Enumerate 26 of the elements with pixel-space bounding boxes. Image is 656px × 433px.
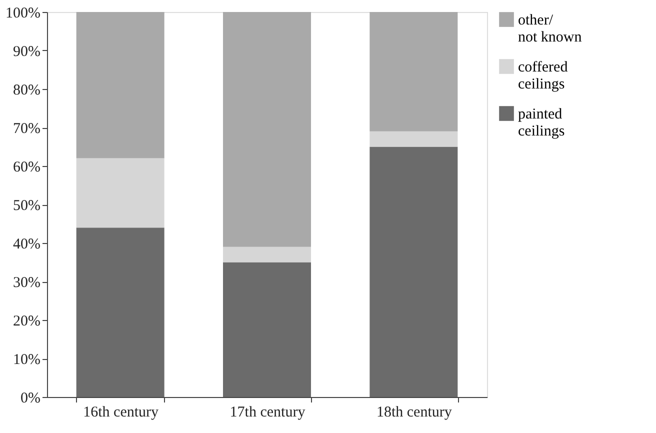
y-tick-label: 90% [13, 44, 40, 60]
y-tick-label: 80% [13, 82, 40, 98]
y-tick-label: 10% [13, 352, 40, 368]
bar [76, 228, 164, 397]
y-tick-label: 20% [13, 314, 40, 330]
legend-label: other/ not known [518, 12, 582, 46]
x-tick-label: 16th century [83, 404, 160, 420]
y-tick-label: 100% [6, 6, 40, 22]
y-tick-label: 50% [13, 198, 40, 214]
y-tick-label: 30% [13, 275, 40, 291]
bar [223, 246, 311, 262]
bar [370, 146, 458, 397]
y-tick-label: 60% [13, 160, 40, 176]
y-tick-label: 40% [13, 236, 40, 252]
bar [76, 12, 164, 158]
y-tick-label: 70% [13, 121, 40, 137]
bar [223, 12, 311, 247]
x-tick-label: 18th century [376, 404, 452, 420]
bar [76, 158, 164, 228]
bar [223, 262, 311, 397]
bar [370, 131, 458, 147]
x-tick-label: 17th century [230, 404, 306, 420]
legend-label: painted ceilings [518, 106, 565, 140]
legend-label: coffered ceilings [518, 60, 568, 92]
bar [370, 12, 458, 132]
y-tick-label: 0% [20, 390, 40, 406]
